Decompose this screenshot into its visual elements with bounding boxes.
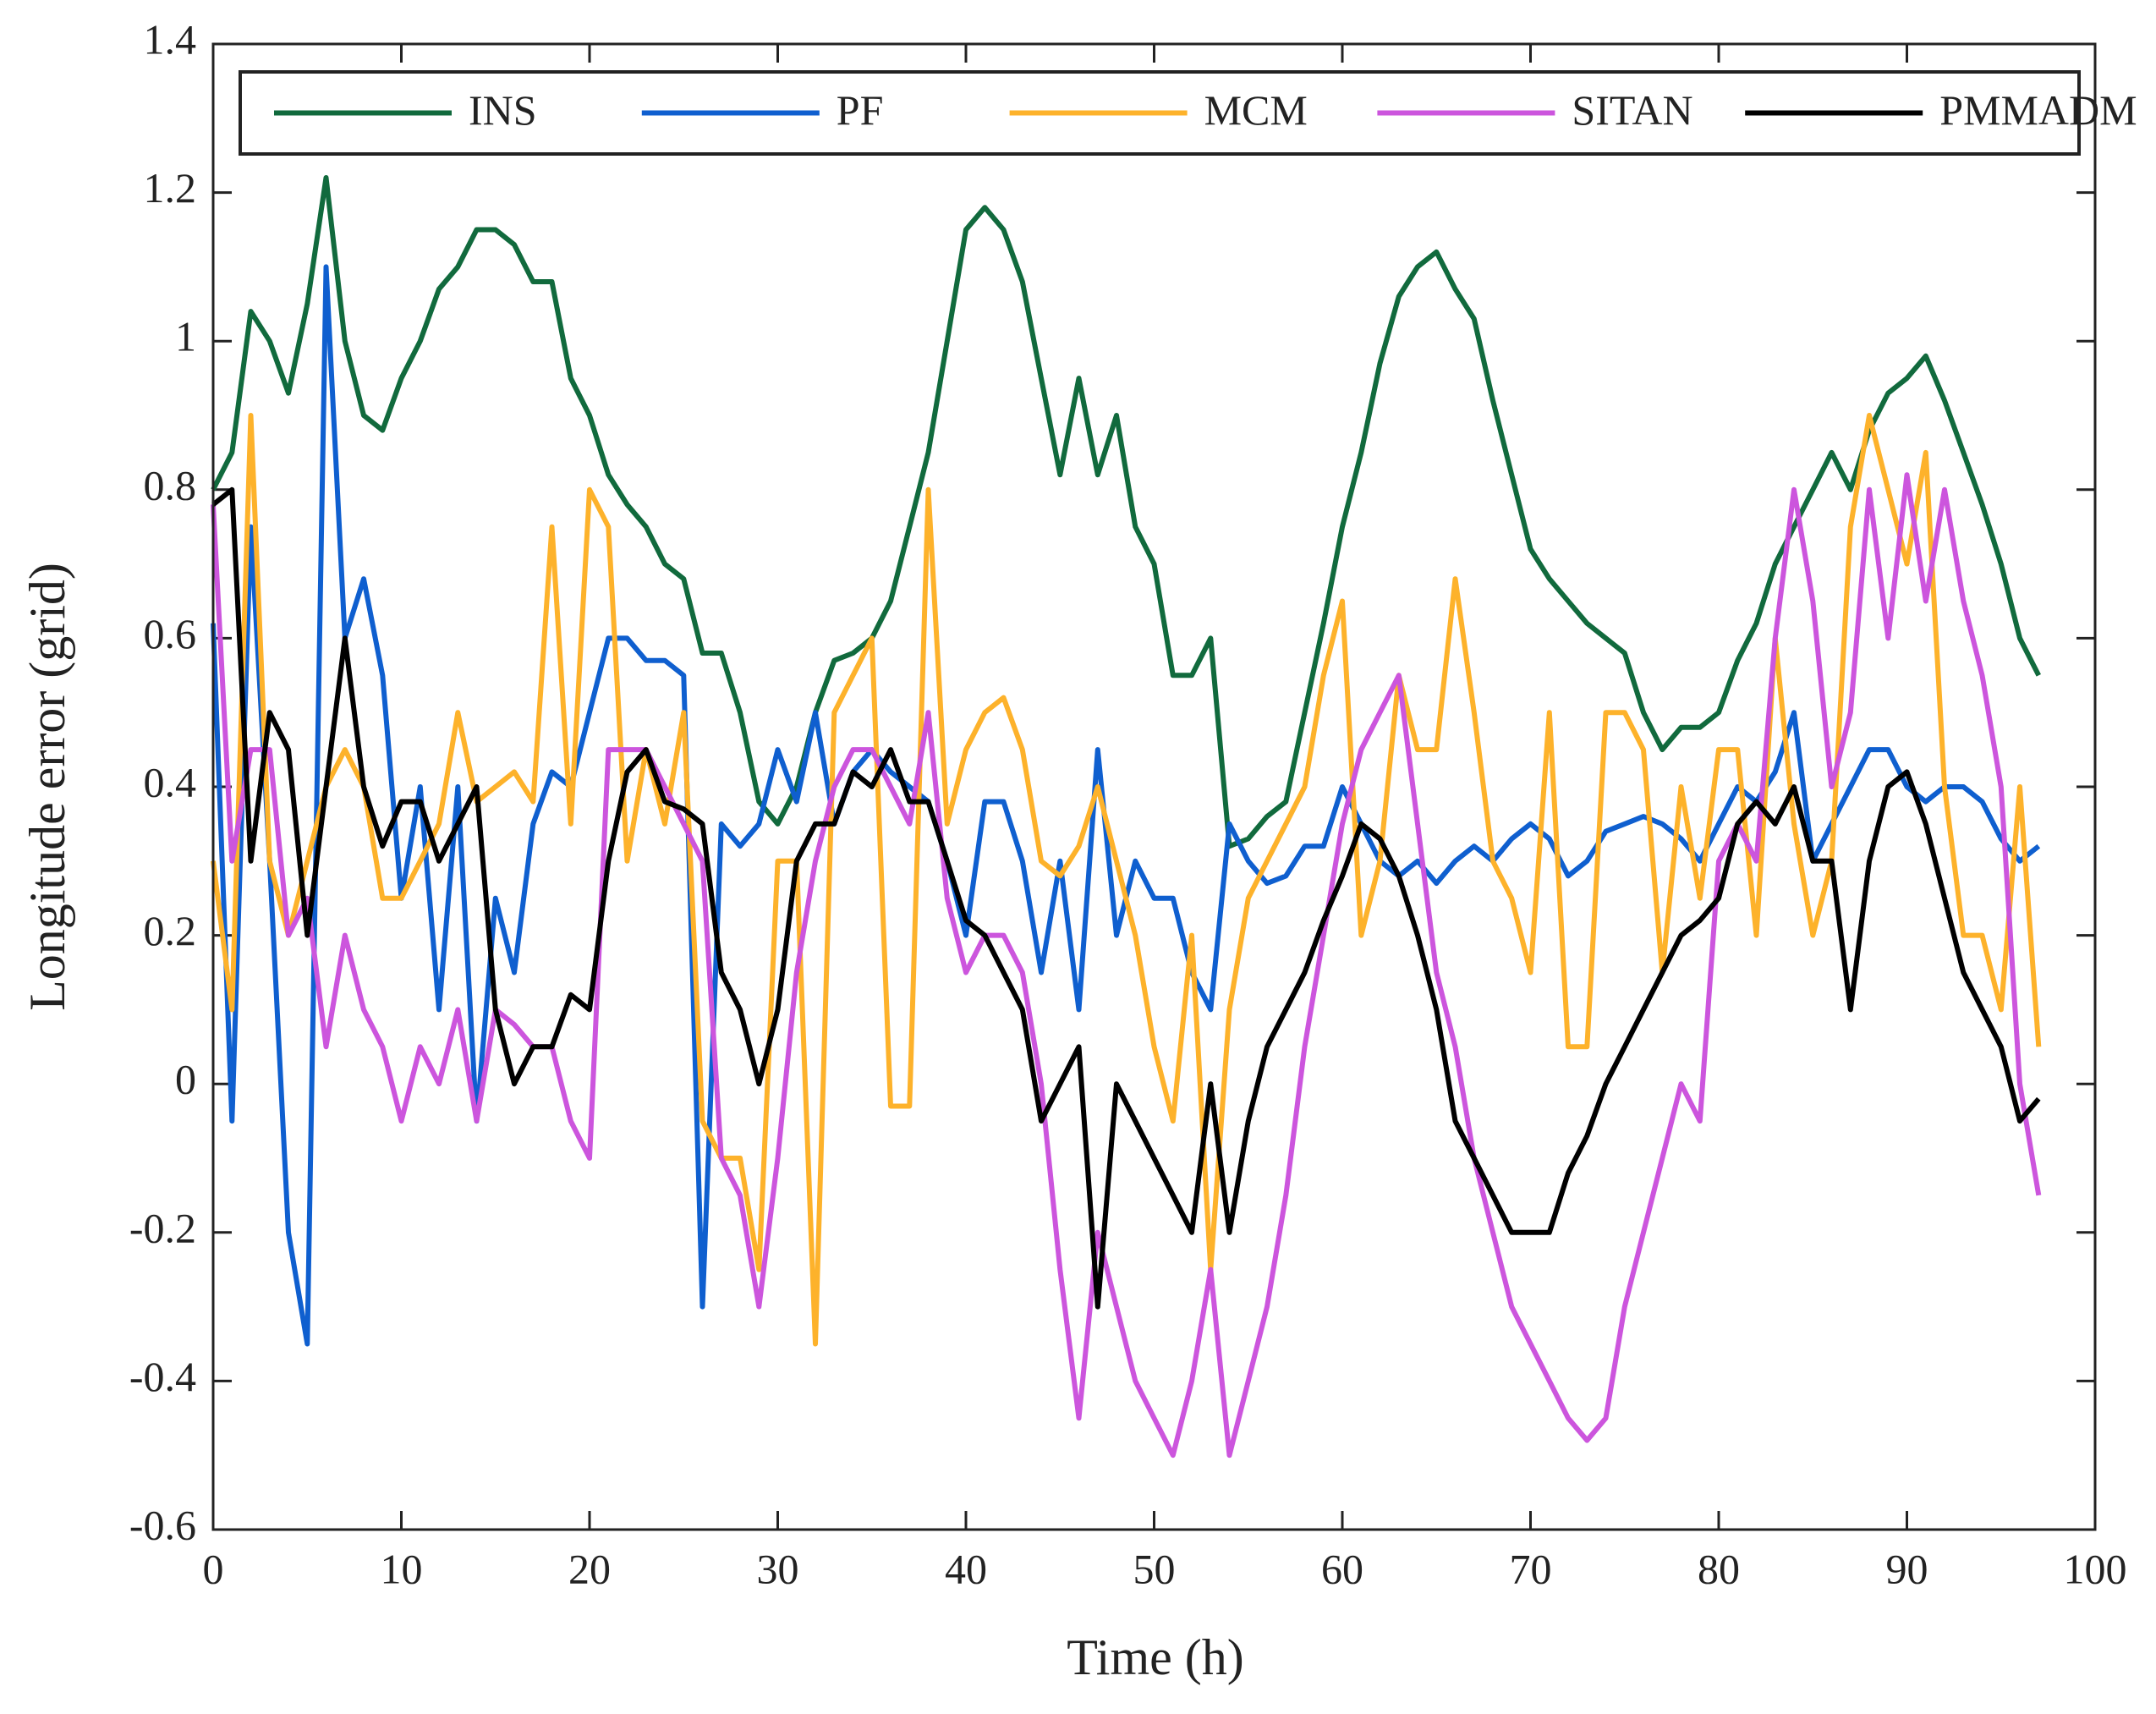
data-line	[211, 175, 2041, 849]
y-tick-label: -0.2	[129, 1204, 196, 1251]
y-tick-label: 1.2	[144, 164, 197, 212]
y-axis-label: Longitude error (grid)	[19, 563, 75, 1011]
x-tick-label: 60	[1321, 1545, 1363, 1592]
legend-label: MCM	[1204, 86, 1308, 134]
x-tick-label: 0	[203, 1545, 224, 1592]
x-axis-label: Time (h)	[1067, 1629, 1243, 1685]
plot-frame	[211, 42, 2097, 1531]
y-tick-label: 0.4	[144, 758, 197, 805]
y-tick-label: 1.4	[144, 15, 197, 63]
x-tick-label: 70	[1510, 1545, 1552, 1592]
y-tick-label: -0.4	[129, 1353, 196, 1400]
y-tick-label: 1	[175, 313, 196, 360]
x-tick-label: 90	[1886, 1545, 1928, 1592]
x-tick-label: 20	[568, 1545, 611, 1592]
data-line	[211, 486, 2041, 1310]
y-tick-label: 0.8	[144, 461, 197, 508]
y-tick-label: 0	[175, 1056, 196, 1103]
x-tick-label: 40	[945, 1545, 987, 1592]
x-tick-label: 10	[381, 1545, 423, 1592]
legend-label: PMMADM	[1939, 86, 2137, 134]
y-tick-label: -0.6	[129, 1501, 196, 1548]
y-tick-label: 0.6	[144, 610, 197, 657]
legend-label: SITAN	[1572, 86, 1692, 134]
y-tick-label: 0.2	[144, 907, 197, 954]
data-line	[211, 413, 2042, 1347]
legend-label: INS	[469, 86, 537, 134]
x-tick-label: 100	[2064, 1545, 2127, 1592]
x-tick-label: 30	[757, 1545, 799, 1592]
x-tick-label: 80	[1698, 1545, 1740, 1592]
x-tick-label: 50	[1133, 1545, 1176, 1592]
legend-label: PF	[837, 86, 884, 134]
